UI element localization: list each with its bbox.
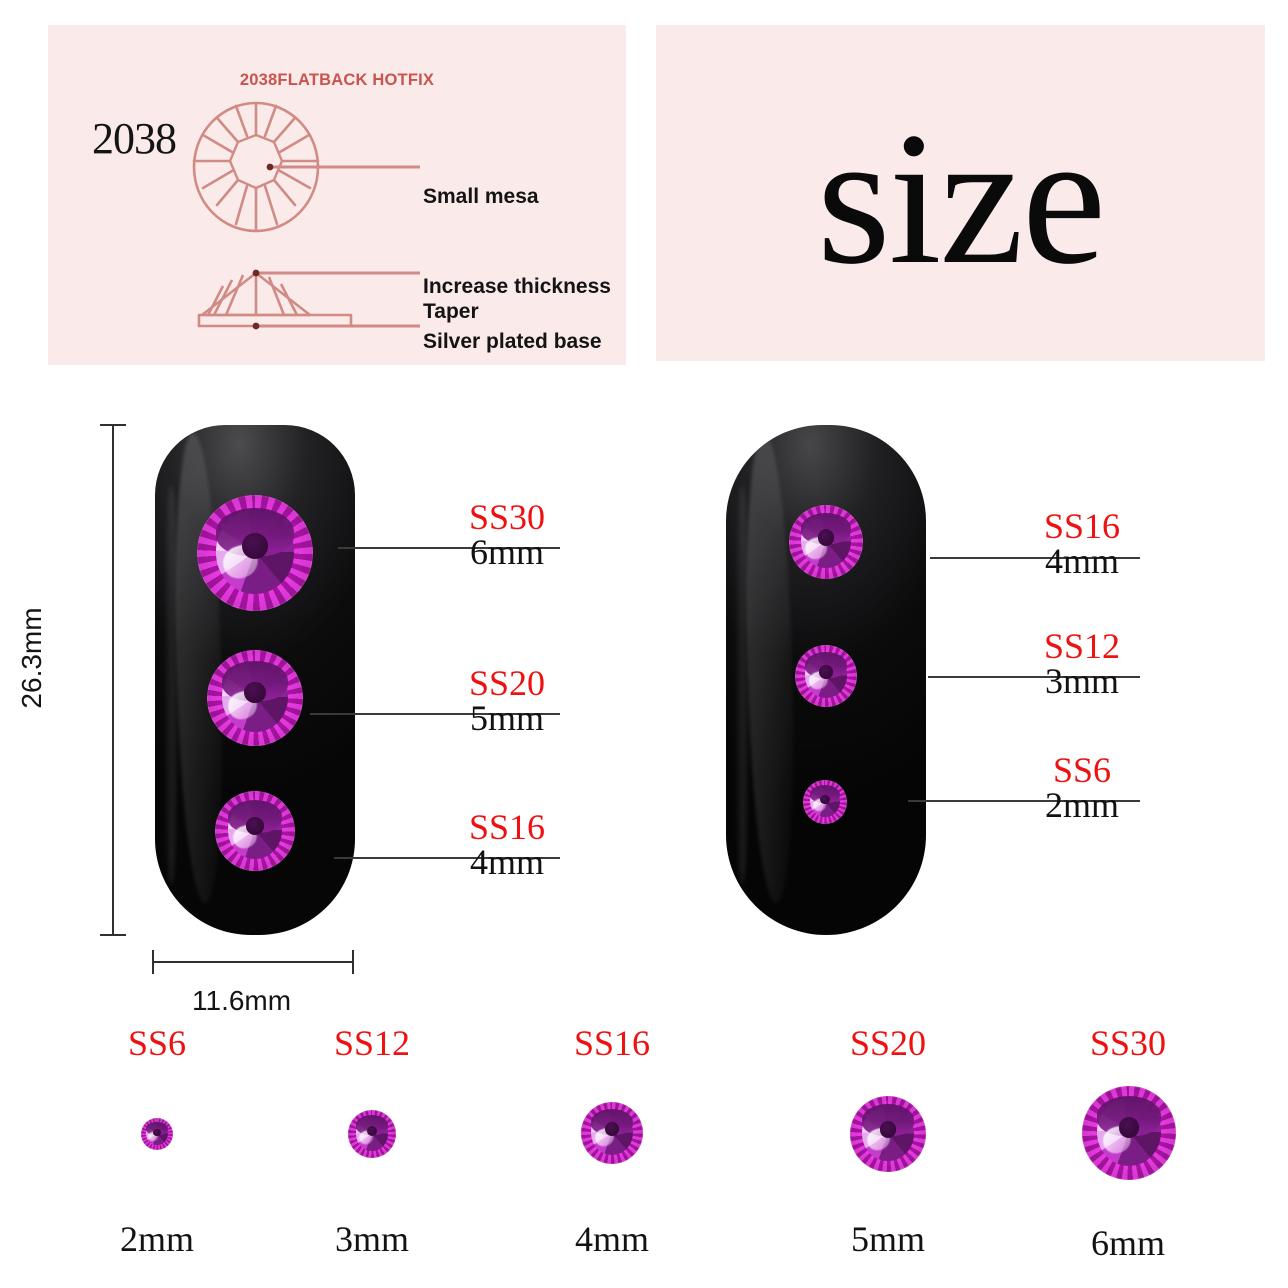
size-title-panel <box>656 25 1265 361</box>
callout-ss-label: SS30 <box>468 497 546 537</box>
size-chart-mm-label: 2mm <box>119 1219 194 1259</box>
callout-ss20: SS20 5mm <box>447 663 567 739</box>
stone-rim <box>207 650 303 746</box>
panel-caption: 2038FLATBACK HOTFIX <box>239 71 435 89</box>
callout-ss-label: SS6 <box>1052 750 1112 790</box>
nail-edge-highlight <box>163 485 179 885</box>
callout-mm-label: 5mm <box>469 698 544 739</box>
label-silver-plated-base: Silver plated base <box>423 330 602 353</box>
stone-culet <box>820 794 830 805</box>
size-chart-item-ss12: SS12 3mm <box>312 1022 432 1272</box>
nail-gloss-highlight <box>741 432 799 904</box>
stone-rim <box>348 1110 396 1158</box>
size-chart-mm-label: 6mm <box>1090 1223 1165 1263</box>
stone-rim <box>795 645 857 707</box>
size-chart-ss-label: SS20 <box>849 1023 927 1063</box>
stone-culet <box>366 1125 378 1137</box>
callout-ss-label: SS20 <box>468 663 546 703</box>
rhinestone-ss16-on-nail-right <box>789 505 863 579</box>
label-small-mesa: Small mesa <box>423 185 539 208</box>
callout-mm-label: 4mm <box>469 842 544 883</box>
leader-line-ss20 <box>310 713 560 715</box>
rhinestone-ss6-on-nail-right <box>803 780 847 824</box>
rhinestone-sample-ss6 <box>141 1118 173 1150</box>
stone-culet <box>605 1122 619 1137</box>
size-chart-item-ss6: SS6 2mm <box>97 1022 217 1272</box>
stone-culet <box>242 533 268 559</box>
nail-edge-highlight <box>734 485 750 885</box>
callout-ss-label: SS16 <box>1043 506 1121 546</box>
rhinestone-ss16-on-nail <box>215 791 295 871</box>
leader-line-right-ss12 <box>928 676 1140 678</box>
size-chart-mm-label: 3mm <box>334 1219 409 1259</box>
product-structure-panel: 2038FLATBACK HOTFIX 2038 <box>48 25 626 365</box>
callout-mm-label: 3mm <box>1044 661 1119 702</box>
dimension-cap-left <box>152 950 155 974</box>
leader-line-right-ss6 <box>908 800 1140 802</box>
label-increase-thickness: Increase thickness <box>423 275 611 298</box>
leader-line-right-ss16 <box>930 557 1140 559</box>
stone-culet <box>819 665 833 680</box>
flatback-structure-diagram <box>192 101 420 330</box>
label-taper: Taper <box>423 300 479 323</box>
callout-mm-label: 6mm <box>469 532 544 573</box>
stone-culet <box>879 1121 897 1138</box>
size-chart-item-ss20: SS20 5mm <box>828 1022 948 1272</box>
size-chart-mm-label: 4mm <box>574 1219 649 1259</box>
stone-rim <box>215 791 295 871</box>
leader-line-ss16 <box>334 857 560 859</box>
rhinestone-sample-ss16 <box>581 1102 643 1164</box>
size-chart-ss-label: SS16 <box>573 1023 651 1063</box>
size-chart-ss-label: SS12 <box>333 1023 411 1063</box>
dimension-width-text: 11.6mm <box>192 985 292 1016</box>
stone-rim <box>789 505 863 579</box>
dimension-line-width <box>152 961 354 963</box>
dimension-cap-bottom <box>100 934 126 937</box>
callout-ss16: SS16 4mm <box>447 807 567 883</box>
callout-ss-label: SS16 <box>468 807 546 847</box>
dimension-cap-top <box>100 424 126 427</box>
rhinestone-ss12-on-nail-right <box>795 645 857 707</box>
stone-rim <box>850 1096 926 1172</box>
rhinestone-sample-ss20 <box>850 1096 926 1172</box>
rhinestone-sample-ss12 <box>348 1110 396 1158</box>
size-chart-item-ss30: SS30 6mm <box>1068 1022 1188 1272</box>
stone-rim <box>141 1118 173 1150</box>
stone-rim <box>803 780 847 824</box>
dimension-height-text: 26.3mm <box>16 607 47 709</box>
size-chart-ss-label: SS6 <box>127 1023 187 1063</box>
size-chart-ss-label: SS30 <box>1089 1023 1167 1063</box>
stone-culet <box>817 529 835 546</box>
callout-mm-label: 2mm <box>1044 785 1119 826</box>
rhinestone-sample-ss30 <box>1082 1086 1176 1180</box>
size-heading: size <box>656 25 1265 361</box>
callout-ss30: SS30 6mm <box>447 497 567 573</box>
dimension-line-height <box>112 424 114 936</box>
stone-culet <box>246 817 264 835</box>
stone-culet <box>153 1128 161 1136</box>
callout-right-ss6: SS6 2mm <box>1022 750 1142 826</box>
size-heading-text: size <box>816 93 1106 304</box>
callout-right-ss12: SS12 3mm <box>1022 626 1142 702</box>
callout-mm-label: 4mm <box>1044 541 1119 582</box>
stone-rim <box>1082 1086 1176 1180</box>
stone-culet <box>244 681 266 703</box>
stone-culet <box>1118 1117 1140 1138</box>
product-code-2038: 2038 <box>92 114 177 163</box>
size-chart-mm-label: 5mm <box>850 1219 925 1259</box>
callout-right-ss16: SS16 4mm <box>1022 506 1142 582</box>
callout-ss-label: SS12 <box>1043 626 1121 666</box>
rhinestone-ss30-on-nail <box>197 495 313 611</box>
stone-rim <box>581 1102 643 1164</box>
size-chart-item-ss16: SS16 4mm <box>552 1022 672 1272</box>
leader-line-ss30 <box>338 547 560 549</box>
stone-rim <box>197 495 313 611</box>
dimension-cap-right <box>352 950 355 974</box>
rhinestone-ss20-on-nail <box>207 650 303 746</box>
